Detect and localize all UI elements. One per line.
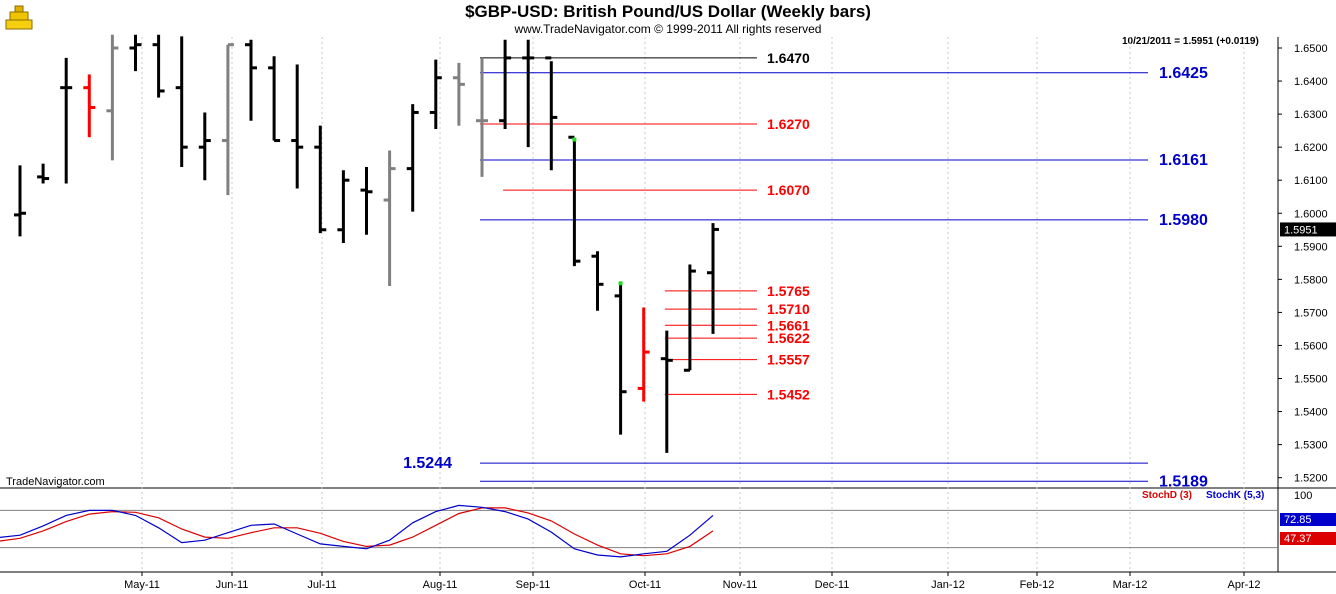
level-label: 1.5557 [767,352,810,368]
ohlc-bar [314,125,327,234]
ohlc-bar [614,284,627,435]
copyright-subtitle: www.TradeNavigator.com © 1999-2011 All r… [514,22,822,36]
ohlc-bar [221,43,234,196]
price-tick-label: 1.5300 [1294,440,1328,452]
stoch-d-value: 47.37 [1284,533,1312,545]
price-tick-label: 1.5900 [1294,241,1328,253]
month-tick-label: Mar-12 [1113,579,1148,591]
price-tick-label: 1.6300 [1294,109,1328,121]
level-label: 1.5980 [1159,212,1208,229]
ohlc-bar [707,223,719,334]
level-label: 1.6425 [1159,65,1208,82]
price-tick-label: 1.5400 [1294,407,1328,419]
level-label: 1.6470 [767,50,810,66]
ohlc-bar [429,59,442,129]
price-tick-label: 1.6100 [1294,175,1328,187]
ohlc-bar [499,39,512,129]
stoch-k-legend: StochK (5,3) [1206,490,1265,501]
level-label: 1.6270 [767,116,810,132]
ohlc-bar [452,62,465,126]
ohlc-bar [83,74,96,138]
date-price-readout: 10/21/2011 = 1.5951 (+0.0119) [1122,36,1259,47]
ohlc-bar [60,57,73,184]
level-label: 1.6070 [767,182,810,198]
month-tick-label: Apr-12 [1227,579,1260,591]
price-tick-label: 1.5600 [1294,340,1328,352]
month-tick-label: May-11 [124,579,160,591]
level-label: 1.5189 [1159,473,1208,490]
time-axis: May-11 Jun-11 Jul-11 Aug-11 Sep-11 Oct-11 Nov-… [124,572,1261,591]
stoch-axis-label: 100 [1294,490,1312,502]
month-tick-label: Jan-12 [931,579,965,591]
stoch-d-legend: StochD (3) [1142,490,1192,501]
ohlc-bar [683,264,696,372]
price-axis: 1.5200 1.5300 1.5400 1.5500 1.5600 1.5700 1.58… [1278,43,1336,485]
stoch-d-badge [1280,532,1336,545]
price-tick-label: 1.6400 [1294,76,1328,88]
month-tick-label: Jul-11 [307,579,336,591]
month-tick-label: Oct-11 [629,579,661,591]
stochastic-panel: 100 72.85 47.37 [0,490,1336,558]
price-tick-label: 1.6500 [1294,43,1328,55]
ohlc-bar [360,166,373,235]
level-label: 1.5661 [767,317,810,333]
stoch-d-line [0,507,714,557]
price-tick-label: 1.6200 [1294,142,1328,154]
month-tick-label: Aug-11 [423,579,458,591]
ohlc-bar [129,34,142,72]
ohlc-bar [660,330,673,453]
ohlc-bar [522,39,535,148]
ohlc-bar [591,251,604,311]
ohlc-bar [268,56,281,143]
ohlc-bar [245,39,257,121]
price-tick-label: 1.5500 [1294,374,1328,386]
ohlc-bar [337,170,350,243]
level-label: 1.5622 [767,330,810,346]
level-label: 1.5452 [767,386,810,402]
ohlc-bar [637,307,650,402]
stoch-k-value: 72.85 [1284,514,1312,526]
signal-marker [618,281,623,286]
month-tick-label: Sep-11 [516,579,551,591]
ohlc-bar [476,57,488,177]
brand-watermark: TradeNavigator.com [6,476,105,488]
ohlc-bar [152,34,165,98]
ohlc-bar [106,34,119,161]
chart-title: $GBP-USD: British Pound/US Dollar (Weekl… [465,2,871,21]
level-label: 1.5244 [403,455,452,472]
ohlc-bars [14,34,719,453]
ohlc-bar [198,112,211,181]
ohlc-bar [37,163,50,184]
price-tick-label: 1.5800 [1294,274,1328,286]
month-tick-label: Dec-11 [815,579,850,591]
ohlc-bar [545,56,558,171]
last-price-label: 1.5951 [1284,224,1318,236]
month-tick-label: Feb-12 [1020,579,1055,591]
month-tick-label: Nov-11 [723,579,758,591]
signal-marker [572,137,577,142]
price-levels: 1.6470 1.6425 1.6270 1.6161 1.6070 1.5980 1.57… [403,50,1208,490]
price-tick-label: 1.5200 [1294,473,1328,485]
tradenavigator-logo-icon [4,4,34,32]
price-tick-label: 1.6000 [1294,208,1328,220]
level-label: 1.5765 [767,283,810,299]
ohlc-bar [568,135,581,267]
ohlc-bar [14,165,26,237]
stoch-k-badge [1280,513,1336,526]
price-tick-label: 1.5700 [1294,307,1328,319]
grid [0,37,1336,573]
level-label: 1.5710 [767,301,810,317]
level-label: 1.6161 [1159,152,1208,169]
ohlc-bar [406,104,419,212]
ohlc-bar [383,150,396,286]
month-tick-label: Jun-11 [216,579,249,591]
ohlc-bar [291,64,304,189]
ohlc-bar [175,36,188,167]
stoch-k-line [0,504,714,558]
last-price-badge [1280,222,1336,237]
